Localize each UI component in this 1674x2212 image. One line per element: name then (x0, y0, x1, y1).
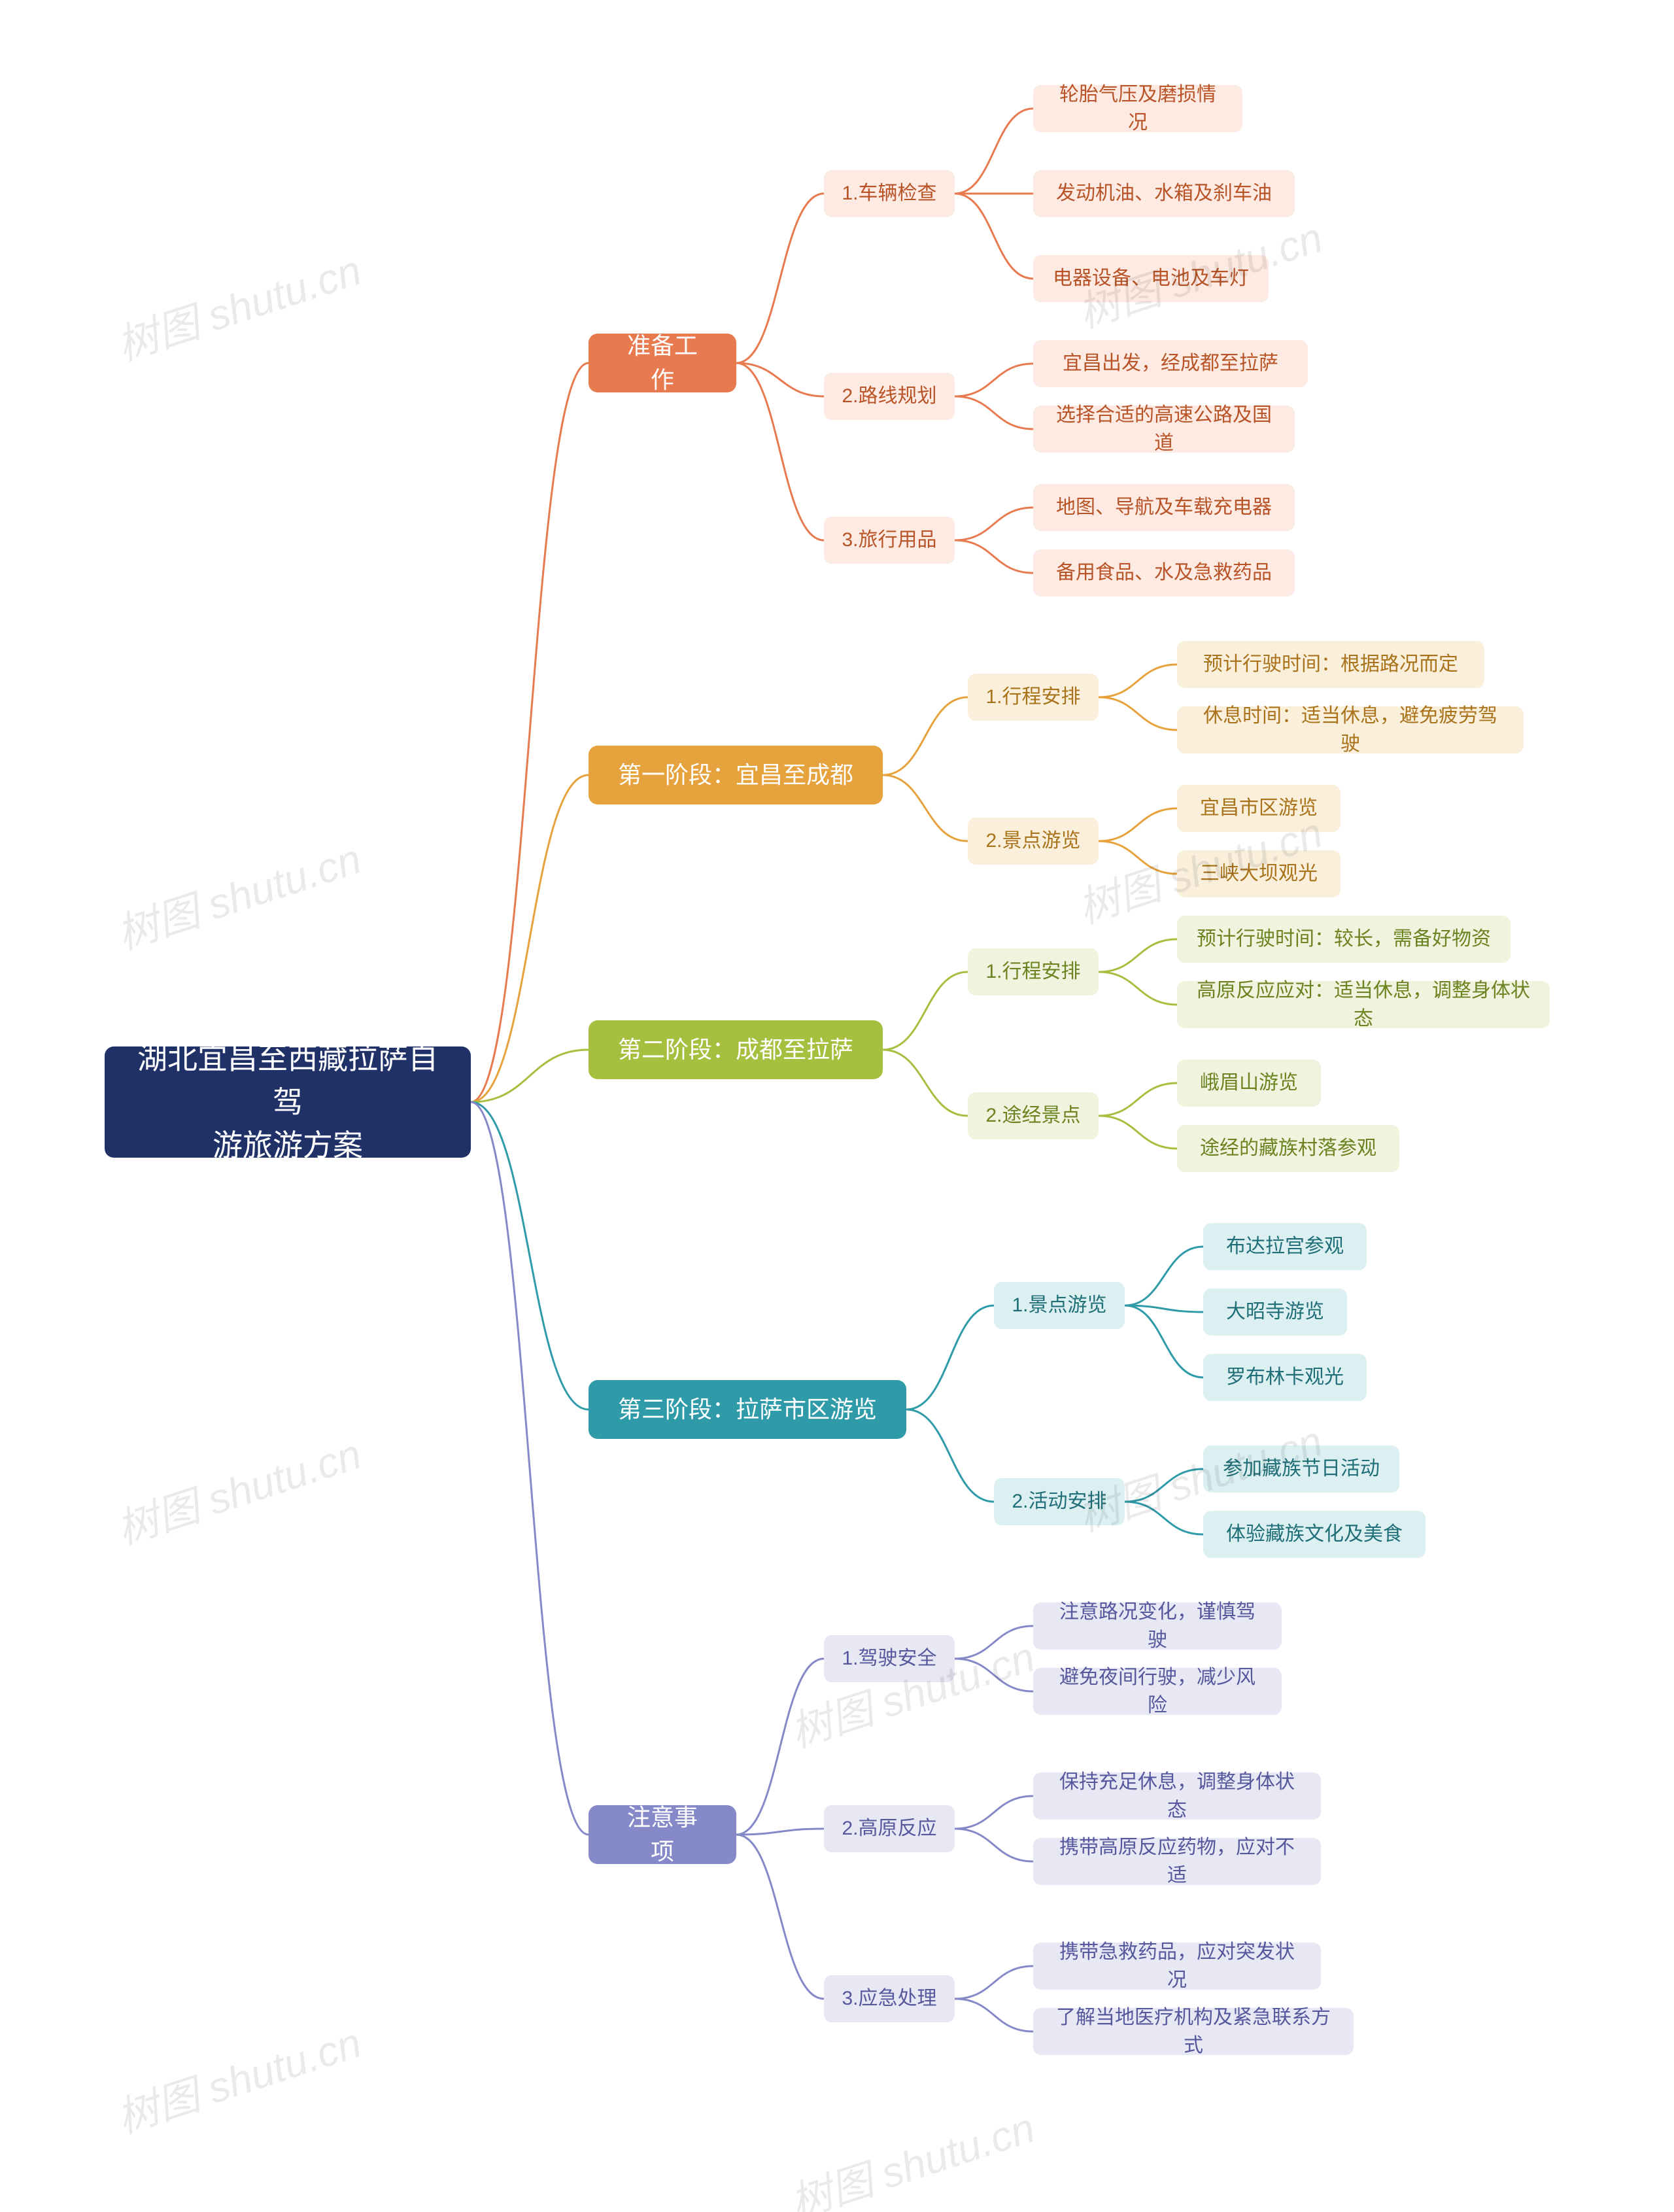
node-p1-2a[interactable]: 宜昌市区游览 (1177, 785, 1341, 832)
edge-p3-p3-1 (906, 1305, 994, 1409)
node-prep-2a[interactable]: 宜昌出发，经成都至拉萨 (1033, 340, 1308, 387)
edge-p2-p2-1 (883, 972, 968, 1050)
node-p3-2a[interactable]: 参加藏族节日活动 (1203, 1445, 1399, 1493)
node-note-2[interactable]: 2.高原反应 (824, 1805, 955, 1852)
node-prep-1[interactable]: 1.车辆检查 (824, 170, 955, 217)
node-p3-1a[interactable]: 布达拉宫参观 (1203, 1223, 1367, 1270)
watermark: 树图 shutu.cn (108, 825, 367, 961)
edge-p2-p2-2 (883, 1050, 968, 1116)
mindmap-stage: 湖北宜昌至西藏拉萨自驾 游旅游方案 准备工作第一阶段：宜昌至成都第二阶段：成都至拉… (0, 0, 1674, 2212)
watermark: 树图 shutu.cn (781, 2094, 1041, 2212)
edge-note-3-note-3b (955, 1999, 1033, 2031)
node-prep-3[interactable]: 3.旅行用品 (824, 517, 955, 564)
node-prep[interactable]: 准备工作 (589, 334, 736, 392)
edge-p3-2-p3-2b (1125, 1502, 1203, 1534)
node-p3-1b[interactable]: 大昭寺游览 (1203, 1288, 1347, 1336)
node-prep-2[interactable]: 2.路线规划 (824, 373, 955, 420)
edge-note-2-note-2b (955, 1829, 1033, 1861)
node-p3[interactable]: 第三阶段：拉萨市区游览 (589, 1380, 906, 1439)
node-p3-1[interactable]: 1.景点游览 (994, 1282, 1125, 1329)
edge-root-note (471, 1102, 589, 1835)
node-p3-2b[interactable]: 体验藏族文化及美食 (1203, 1511, 1426, 1558)
edge-note-3-note-3a (955, 1966, 1033, 1999)
node-note-3a[interactable]: 携带急救药品，应对突发状况 (1033, 1943, 1321, 1990)
edge-p1-1-p1-1a (1099, 665, 1177, 697)
node-note-3[interactable]: 3.应急处理 (824, 1975, 955, 2022)
node-prep-1b[interactable]: 发动机油、水箱及刹车油 (1033, 170, 1295, 217)
edge-p3-2-p3-2a (1125, 1469, 1203, 1502)
edge-prep-2-prep-2b (955, 396, 1033, 429)
node-prep-2b[interactable]: 选择合适的高速公路及国道 (1033, 406, 1295, 453)
edge-prep-prep-2 (736, 363, 824, 396)
edge-p2-1-p2-1b (1099, 972, 1177, 1005)
edge-note-1-note-1b (955, 1659, 1033, 1691)
watermark: 树图 shutu.cn (108, 237, 367, 372)
node-note-1a[interactable]: 注意路况变化，谨慎驾驶 (1033, 1602, 1282, 1650)
node-p1-2b[interactable]: 三峡大坝观光 (1177, 850, 1341, 897)
node-prep-3b[interactable]: 备用食品、水及急救药品 (1033, 549, 1295, 596)
edge-p1-p1-1 (883, 697, 968, 775)
edge-p1-p1-2 (883, 775, 968, 841)
edge-note-note-2 (736, 1829, 824, 1835)
edge-prep-1-prep-1c (955, 194, 1033, 279)
edge-prep-prep-1 (736, 194, 824, 363)
node-note-1[interactable]: 1.驾驶安全 (824, 1635, 955, 1682)
node-p2-2b[interactable]: 途经的藏族村落参观 (1177, 1125, 1399, 1172)
edge-prep-3-prep-3b (955, 540, 1033, 573)
edge-p3-1-p3-1b (1125, 1305, 1203, 1312)
edge-p1-2-p1-2a (1099, 808, 1177, 841)
edge-p1-1-p1-1b (1099, 697, 1177, 730)
edge-p2-2-p2-2b (1099, 1116, 1177, 1149)
node-p2-2a[interactable]: 峨眉山游览 (1177, 1060, 1321, 1107)
edge-p2-2-p2-2a (1099, 1083, 1177, 1116)
node-p2-1[interactable]: 1.行程安排 (968, 948, 1099, 995)
node-note-2b[interactable]: 携带高原反应药物，应对不适 (1033, 1838, 1321, 1885)
node-note-2a[interactable]: 保持充足休息，调整身体状态 (1033, 1772, 1321, 1820)
edge-root-prep (471, 363, 589, 1102)
edge-prep-2-prep-2a (955, 364, 1033, 396)
edge-p1-2-p1-2b (1099, 841, 1177, 874)
node-p3-2[interactable]: 2.活动安排 (994, 1478, 1125, 1525)
node-p2[interactable]: 第二阶段：成都至拉萨 (589, 1020, 883, 1079)
node-prep-3a[interactable]: 地图、导航及车载充电器 (1033, 484, 1295, 531)
edge-prep-3-prep-3a (955, 508, 1033, 540)
watermark: 树图 shutu.cn (108, 2009, 367, 2145)
watermark: 树图 shutu.cn (108, 1421, 367, 1556)
node-p1-2[interactable]: 2.景点游览 (968, 818, 1099, 865)
edge-note-1-note-1a (955, 1626, 1033, 1659)
node-p2-1b[interactable]: 高原反应应对：适当休息，调整身体状态 (1177, 981, 1550, 1028)
node-prep-1a[interactable]: 轮胎气压及磨损情况 (1033, 85, 1242, 132)
edge-note-note-1 (736, 1659, 824, 1835)
edge-p3-p3-2 (906, 1409, 994, 1502)
edge-note-2-note-2a (955, 1796, 1033, 1829)
edge-root-p1 (471, 775, 589, 1102)
node-p2-2[interactable]: 2.途经景点 (968, 1092, 1099, 1139)
node-note[interactable]: 注意事项 (589, 1805, 736, 1864)
node-note-3b[interactable]: 了解当地医疗机构及紧急联系方式 (1033, 2008, 1354, 2055)
edge-root-p3 (471, 1102, 589, 1409)
node-p1[interactable]: 第一阶段：宜昌至成都 (589, 746, 883, 804)
edge-prep-prep-3 (736, 363, 824, 540)
node-root[interactable]: 湖北宜昌至西藏拉萨自驾 游旅游方案 (105, 1046, 471, 1158)
node-prep-1c[interactable]: 电器设备、电池及车灯 (1033, 255, 1269, 302)
node-p3-1c[interactable]: 罗布林卡观光 (1203, 1354, 1367, 1401)
node-p1-1[interactable]: 1.行程安排 (968, 674, 1099, 721)
node-note-1b[interactable]: 避免夜间行驶，减少风险 (1033, 1668, 1282, 1715)
edge-prep-1-prep-1a (955, 109, 1033, 194)
edge-p2-1-p2-1a (1099, 939, 1177, 972)
edge-p3-1-p3-1a (1125, 1247, 1203, 1305)
edge-note-note-3 (736, 1835, 824, 1999)
edge-root-p2 (471, 1050, 589, 1102)
node-p2-1a[interactable]: 预计行驶时间：较长，需备好物资 (1177, 916, 1511, 963)
node-p1-1b[interactable]: 休息时间：适当休息，避免疲劳驾驶 (1177, 706, 1524, 753)
node-p1-1a[interactable]: 预计行驶时间：根据路况而定 (1177, 641, 1484, 688)
edge-p3-1-p3-1c (1125, 1305, 1203, 1377)
